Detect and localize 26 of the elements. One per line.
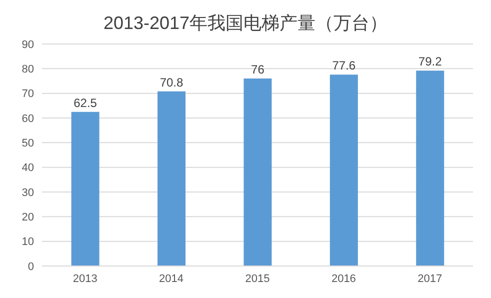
chart-title: 2013-2017年我国电梯产量（万台） — [102, 12, 389, 35]
data-label: 79.2 — [418, 54, 442, 69]
bar — [244, 78, 272, 266]
x-tick-label: 2017 — [418, 272, 442, 285]
y-tick-label: 40 — [22, 162, 34, 174]
data-label: 76 — [251, 62, 265, 77]
y-tick-label: 90 — [22, 38, 34, 51]
data-label: 70.8 — [160, 75, 184, 90]
data-label: 77.6 — [332, 58, 356, 73]
bar — [416, 70, 444, 266]
x-tick-label: 2015 — [245, 272, 270, 285]
y-tick-label: 30 — [22, 186, 34, 199]
y-tick-label: 10 — [22, 236, 34, 248]
x-tick-label: 2013 — [72, 272, 98, 285]
x-tick-label: 2014 — [159, 272, 184, 285]
y-tick-label: 0 — [28, 260, 34, 273]
bar — [330, 74, 358, 266]
y-tick-label: 60 — [22, 112, 34, 125]
data-label: 62.5 — [74, 96, 98, 110]
y-tick-label: 20 — [22, 212, 34, 224]
bar — [71, 112, 100, 266]
y-tick-label: 70 — [22, 88, 34, 100]
x-tick-label: 2016 — [331, 272, 356, 285]
y-tick-label: 50 — [22, 138, 34, 150]
y-tick-label: 80 — [22, 64, 34, 76]
bar — [158, 91, 186, 266]
